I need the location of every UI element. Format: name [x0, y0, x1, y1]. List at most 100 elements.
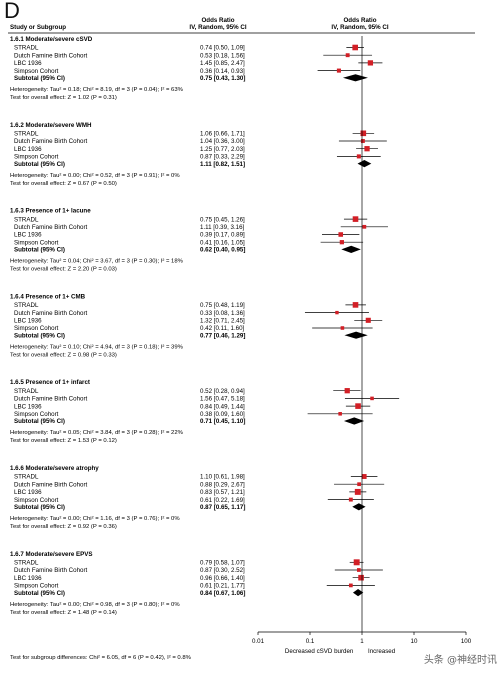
study-or-ci: 0.61 [0.22, 1.69]	[200, 497, 245, 504]
study-name: LBC 1936	[14, 146, 42, 153]
subtotal-diamond	[343, 417, 365, 425]
study-or-ci: 0.38 [0.09, 1.60]	[200, 411, 245, 418]
header-plot-title: Odds Ratio	[343, 17, 376, 24]
overall-effect-text: Test for overall effect: Z = 0.98 (P = 0…	[10, 352, 117, 358]
study-name: LBC 1936	[14, 403, 42, 410]
panel-label: D	[4, 0, 20, 23]
study-point	[348, 497, 353, 502]
subtotal-diamond	[341, 245, 361, 253]
study-or-ci: 1.32 [0.71, 2.45]	[200, 318, 245, 325]
overall-effect-text: Test for overall effect: Z = 1.48 (P = 0…	[10, 610, 117, 616]
study-point	[339, 240, 344, 245]
study-point	[345, 53, 350, 58]
x-tick-label: 10	[411, 638, 418, 645]
x-tick-label: 0.1	[306, 638, 315, 645]
study-point	[360, 139, 365, 143]
study-name: Dutch Famine Birth Cohort	[14, 138, 88, 145]
study-name: LBC 1936	[14, 60, 42, 67]
study-point	[356, 154, 361, 159]
x-label-left: Decreased cSVD burden	[285, 648, 354, 655]
subtotal-or-ci: 0.87 [0.65, 1.17]	[200, 504, 245, 511]
subgroup-title: 1.6.3 Presence of 1+ lacune	[10, 208, 91, 215]
study-or-ci: 0.74 [0.50, 1.09]	[200, 45, 245, 52]
study-point	[338, 412, 342, 416]
study-name: LBC 1936	[14, 318, 42, 325]
study-point	[340, 326, 345, 330]
study-or-ci: 0.88 [0.29, 2.67]	[200, 481, 245, 488]
subtotal-diamond	[357, 160, 372, 168]
study-point	[354, 488, 361, 495]
subtotal-or-ci: 0.75 [0.43, 1.30]	[200, 75, 245, 82]
study-point	[367, 60, 374, 66]
overall-effect-text: Test for overall effect: Z = 1.02 (P = 0…	[10, 95, 117, 101]
subtotal-diamond	[344, 331, 368, 339]
study-name: STRADL	[14, 302, 39, 309]
study-or-ci: 1.04 [0.36, 3.00]	[200, 138, 245, 145]
subtotal-diamond	[342, 74, 368, 82]
study-name: Simpson Cohort	[14, 154, 59, 161]
study-name: STRADL	[14, 45, 39, 52]
heterogeneity-text: Heterogeneity: Tau² = 0.00; Chi² = 0.98,…	[10, 602, 180, 608]
study-point	[356, 568, 361, 572]
study-name: STRADL	[14, 216, 39, 223]
subtotal-or-ci: 1.11 [0.82, 1.51]	[200, 161, 245, 168]
study-point	[338, 232, 344, 237]
study-name: Dutch Famine Birth Cohort	[14, 310, 88, 317]
study-point	[360, 130, 367, 137]
study-point	[364, 146, 370, 152]
study-point	[362, 224, 367, 229]
study-name: Dutch Famine Birth Cohort	[14, 481, 88, 488]
study-or-ci: 1.06 [0.66, 1.71]	[200, 131, 245, 138]
overall-effect-text: Test for overall effect: Z = 0.92 (P = 0…	[10, 524, 117, 530]
heterogeneity-text: Heterogeneity: Tau² = 0.05; Chi² = 3.84,…	[10, 430, 184, 436]
study-name: STRADL	[14, 131, 39, 138]
subtotal-or-ci: 0.77 [0.46, 1.29]	[200, 332, 245, 339]
subtotal-label: Subtotal (95% CI)	[14, 418, 65, 425]
study-or-ci: 0.61 [0.21, 1.77]	[200, 583, 245, 590]
study-point	[358, 574, 364, 581]
study-point	[344, 388, 350, 394]
study-or-ci: 0.41 [0.16, 1.05]	[200, 239, 245, 246]
subgroup-title: 1.6.6 Moderate/severe atrophy	[10, 465, 99, 472]
study-or-ci: 0.42 [0.11, 1.60]	[200, 325, 245, 332]
overall-effect-text: Test for overall effect: Z = 1.53 (P = 0…	[10, 438, 117, 444]
study-point	[335, 310, 339, 315]
subtotal-diamond	[352, 589, 364, 597]
x-tick-label: 0.01	[252, 638, 265, 645]
x-tick-label: 1	[360, 638, 364, 645]
heterogeneity-text: Heterogeneity: Tau² = 0.10; Chi² = 4.94,…	[10, 344, 184, 350]
study-name: Simpson Cohort	[14, 68, 59, 75]
subtotal-or-ci: 0.71 [0.45, 1.10]	[200, 418, 245, 425]
study-point	[352, 216, 359, 222]
subtotal-label: Subtotal (95% CI)	[14, 247, 65, 254]
study-name: STRADL	[14, 560, 39, 567]
header-or-title: Odds Ratio	[201, 17, 234, 24]
study-point	[336, 68, 341, 73]
study-or-ci: 0.36 [0.14, 0.93]	[200, 68, 245, 75]
study-or-ci: 0.39 [0.17, 0.89]	[200, 232, 245, 239]
subtotal-label: Subtotal (95% CI)	[14, 590, 65, 597]
subtotal-label: Subtotal (95% CI)	[14, 75, 65, 82]
study-point	[353, 559, 360, 566]
subgroup-title: 1.6.7 Moderate/severe EPVS	[10, 551, 93, 558]
study-name: STRADL	[14, 388, 39, 395]
study-or-ci: 0.75 [0.48, 1.19]	[200, 302, 245, 309]
subtotal-or-ci: 0.84 [0.67, 1.06]	[200, 590, 245, 597]
study-or-ci: 0.84 [0.49, 1.44]	[200, 403, 245, 410]
study-point	[352, 44, 359, 51]
overall-effect-text: Test for overall effect: Z = 0.67 (P = 0…	[10, 181, 117, 187]
header-study-label: Study or Subgroup	[10, 24, 66, 31]
study-or-ci: 0.87 [0.33, 2.29]	[200, 154, 245, 161]
study-name: Simpson Cohort	[14, 411, 59, 418]
study-point	[357, 482, 361, 487]
study-name: Simpson Cohort	[14, 239, 59, 246]
study-name: Dutch Famine Birth Cohort	[14, 52, 88, 59]
study-or-ci: 1.25 [0.77, 2.03]	[200, 146, 245, 153]
study-or-ci: 0.33 [0.08, 1.36]	[200, 310, 245, 317]
subtotal-label: Subtotal (95% CI)	[14, 161, 65, 168]
study-or-ci: 0.79 [0.58, 1.07]	[200, 560, 245, 567]
subgroup-differences-text: Test for subgroup differences: Chi² = 6.…	[10, 655, 192, 661]
study-or-ci: 1.45 [0.85, 2.47]	[200, 60, 245, 67]
